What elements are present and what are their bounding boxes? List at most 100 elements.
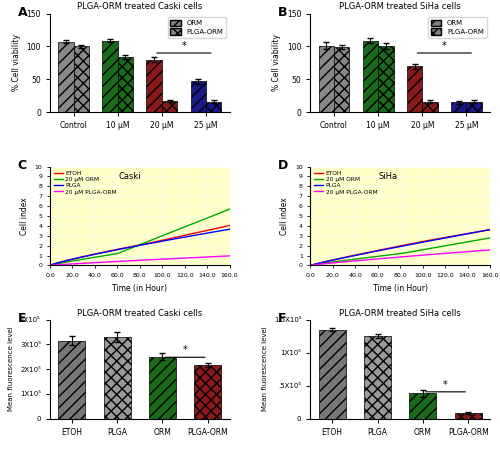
20 μM PLGA-ORM <box>392 255 398 260</box>
Text: B: B <box>278 5 287 18</box>
ETOH <box>154 239 160 244</box>
ETOH <box>482 228 488 233</box>
ETOH <box>414 240 420 245</box>
20 μM PLGA-ORM <box>154 257 160 262</box>
Text: D: D <box>278 159 288 172</box>
Bar <box>146 59 162 112</box>
20 μM PLGA-ORM <box>482 248 488 253</box>
20 μM ORM <box>392 252 398 257</box>
PLGA <box>144 241 150 247</box>
ETOH <box>134 243 140 248</box>
20 μM PLGA-ORM <box>487 247 493 252</box>
Y-axis label: Mean fluorescence level: Mean fluorescence level <box>8 327 14 411</box>
Title: PLGA-ORM treated Caski cells: PLGA-ORM treated Caski cells <box>77 2 202 11</box>
Line: PLGA: PLGA <box>310 230 490 266</box>
Text: C: C <box>18 159 27 172</box>
Line: 20 μM PLGA-ORM: 20 μM PLGA-ORM <box>310 250 490 266</box>
ETOH <box>454 233 460 238</box>
Bar <box>58 341 86 418</box>
Bar <box>194 365 222 418</box>
20 μM PLGA-ORM <box>144 257 150 263</box>
Text: SiHa: SiHa <box>378 171 398 180</box>
PLGA <box>134 243 140 249</box>
ETOH <box>226 223 232 228</box>
ETOH <box>47 263 53 268</box>
Title: PLGA-ORM treated SiHa cells: PLGA-ORM treated SiHa cells <box>340 2 461 11</box>
20 μM PLGA-ORM <box>47 263 53 268</box>
20 μM ORM <box>194 219 200 225</box>
20 μM PLGA-ORM <box>404 254 410 259</box>
ETOH <box>194 230 200 235</box>
Bar <box>318 329 346 418</box>
20 μM ORM <box>404 250 410 255</box>
PLGA <box>222 227 228 233</box>
Line: 20 μM PLGA-ORM: 20 μM PLGA-ORM <box>50 256 230 265</box>
Bar <box>454 413 482 419</box>
ETOH <box>394 244 400 249</box>
Bar <box>104 337 130 418</box>
20 μM ORM <box>394 252 400 257</box>
20 μM PLGA-ORM <box>454 250 460 255</box>
20 μM ORM <box>222 208 228 214</box>
PLGA <box>394 244 400 250</box>
20 μM ORM <box>487 235 493 241</box>
PLGA <box>226 226 232 232</box>
Line: 20 μM ORM: 20 μM ORM <box>50 209 230 266</box>
Text: A: A <box>18 5 28 18</box>
20 μM PLGA-ORM <box>308 263 314 268</box>
PLGA <box>404 243 410 248</box>
20 μM PLGA-ORM <box>226 253 232 259</box>
Bar <box>58 42 74 112</box>
20 μM ORM <box>132 244 138 249</box>
20 μM ORM <box>154 235 160 241</box>
PLGA <box>154 239 160 245</box>
Legend: ORM, PLGA-ORM: ORM, PLGA-ORM <box>168 17 226 38</box>
Bar <box>149 357 176 418</box>
20 μM ORM <box>47 263 53 268</box>
ETOH <box>392 244 398 249</box>
Bar <box>410 393 436 419</box>
PLGA <box>132 243 138 249</box>
Legend: ORM, PLGA-ORM: ORM, PLGA-ORM <box>428 17 486 38</box>
Y-axis label: Cell index: Cell index <box>20 197 29 235</box>
Bar <box>334 47 349 113</box>
20 μM PLGA-ORM <box>414 253 420 258</box>
ETOH <box>308 263 314 268</box>
Bar <box>102 40 118 112</box>
20 μM ORM <box>144 239 150 244</box>
Bar <box>74 46 89 112</box>
Bar <box>206 102 222 112</box>
Y-axis label: Cell index: Cell index <box>280 197 289 235</box>
20 μM PLGA-ORM <box>194 255 200 260</box>
Line: 20 μM ORM: 20 μM ORM <box>310 238 490 266</box>
20 μM PLGA-ORM <box>222 253 228 259</box>
X-axis label: Time (in Hour): Time (in Hour) <box>112 284 168 292</box>
PLGA <box>194 232 200 238</box>
20 μM ORM <box>482 236 488 241</box>
20 μM PLGA-ORM <box>132 258 138 263</box>
Text: *: * <box>182 41 186 51</box>
20 μM ORM <box>308 263 314 268</box>
PLGA <box>308 263 314 268</box>
PLGA <box>414 240 420 246</box>
ETOH <box>222 224 228 229</box>
Line: ETOH: ETOH <box>50 225 230 266</box>
Bar <box>118 57 133 112</box>
Bar <box>162 101 178 112</box>
Bar <box>362 40 378 112</box>
Bar <box>318 46 334 112</box>
20 μM ORM <box>134 243 140 249</box>
Title: PLGA-ORM treated Caski cells: PLGA-ORM treated Caski cells <box>77 309 202 318</box>
Bar <box>422 102 438 112</box>
20 μM ORM <box>454 241 460 246</box>
Text: *: * <box>183 345 188 356</box>
Text: F: F <box>278 312 286 325</box>
Bar <box>378 46 394 112</box>
ETOH <box>132 243 138 248</box>
20 μM PLGA-ORM <box>134 258 140 263</box>
Legend: ETOH, 20 μM ORM, PLGA, 20 μM PLGA-ORM: ETOH, 20 μM ORM, PLGA, 20 μM PLGA-ORM <box>314 170 378 196</box>
ETOH <box>144 241 150 246</box>
PLGA <box>454 233 460 238</box>
Y-axis label: Mean fluorescence level: Mean fluorescence level <box>262 327 268 411</box>
Line: PLGA: PLGA <box>50 229 230 266</box>
